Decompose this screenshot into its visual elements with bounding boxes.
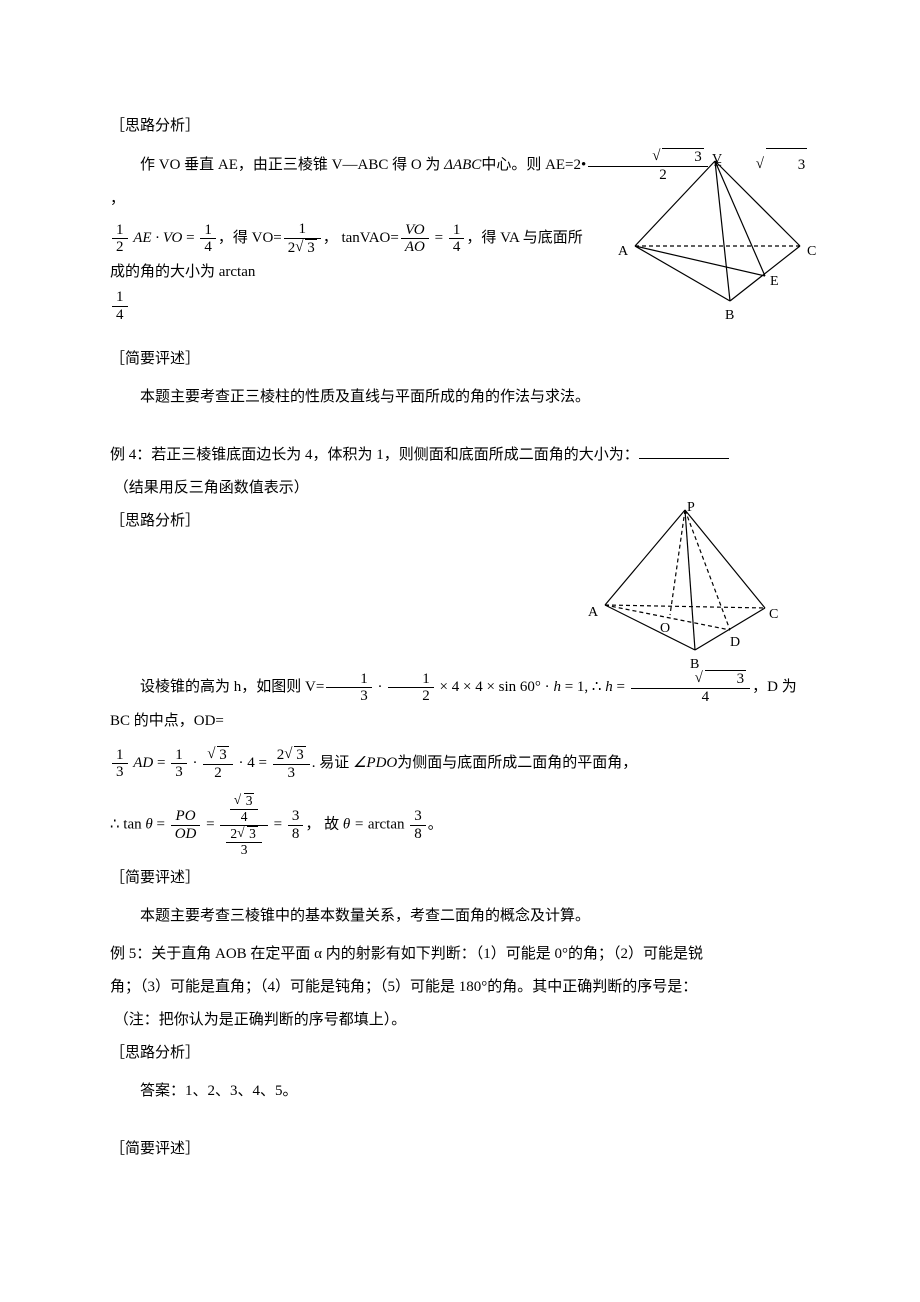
diagram-pabc-svg xyxy=(570,500,800,660)
label-O2: O xyxy=(660,614,670,645)
review-text-1: 本题主要考查正三棱柱的性质及直线与平面所成的角的作法与求法。 xyxy=(110,381,810,414)
ex5-review-title: ［简要评述］ xyxy=(110,1133,810,1166)
text-seg: ， tanVAO= xyxy=(323,230,399,246)
eq-sign: = xyxy=(206,817,218,833)
frac-po-od: POOD xyxy=(171,808,201,842)
text-seg: 。 xyxy=(428,817,443,833)
frac-3-8: 38 xyxy=(288,808,304,842)
label-D2: D xyxy=(730,628,740,659)
text-seg: ， 故 xyxy=(305,817,339,833)
text-seg: 易证 xyxy=(319,755,353,771)
text-seg: 中心。则 AE=2 xyxy=(481,157,581,173)
text-seg: 得 VO= xyxy=(233,230,282,246)
blank-line xyxy=(639,444,729,459)
eq-sign: = xyxy=(186,230,198,246)
eq-sign: = xyxy=(157,755,169,771)
text-seg: 设棱锥的高为 h，如图则 V= xyxy=(140,679,324,695)
frac-quarter-b: 14 xyxy=(449,222,465,256)
review-title-1: ［简要评述］ xyxy=(110,343,810,376)
label-B: B xyxy=(725,301,734,332)
frac-vo: 123 xyxy=(284,221,321,256)
frac-s3-4: 34 xyxy=(631,670,751,705)
comma: ， xyxy=(218,230,233,246)
ex4-line2: 13 AD = 13 · 32 · 4 = 233. 易证 ∠PDO为侧面与底面… xyxy=(110,746,810,781)
diagram-vabc: V A C B E xyxy=(600,151,830,331)
frac-1-3-c: 13 xyxy=(171,747,187,781)
analysis-body-1: 作 VO 垂直 AE，由正三棱锥 V—ABC 得 O 为 ΔABC中心。则 AE… xyxy=(110,148,810,323)
theta-arctan: θ = arctan xyxy=(343,817,408,833)
var-ad: AD xyxy=(133,755,153,771)
ex4-line1: 设棱锥的高为 h，如图则 V=13 · 12 × 4 × 4 × sin 60°… xyxy=(110,670,810,738)
ex4-line3: ∴ tan θ = POOD = 34 233 = 38， 故 θ = arct… xyxy=(110,793,810,857)
ex5-line3-text: （注：把你认为是正确判断的序号都填上）。 xyxy=(114,1012,407,1028)
frac-1-3-a: 13 xyxy=(326,671,372,705)
ex5-line2: 角；（3）可能是直角；（4）可能是钝角；（5）可能是 180°的角。其中正确判断… xyxy=(110,971,810,1004)
angle-pdo: ∠PDO xyxy=(353,755,397,771)
math-delta-abc: ΔABC xyxy=(444,157,481,173)
frac-1-2-a: 12 xyxy=(388,671,434,705)
frac-vo-ao: VOAO xyxy=(401,222,429,256)
review-title-2: ［简要评述］ xyxy=(110,862,810,895)
text-44sin: × 4 × 4 × sin 60° · h = 1, ∴ h = xyxy=(436,679,629,695)
frac-1-3-b: 13 xyxy=(112,747,128,781)
math-dot: • xyxy=(581,157,586,173)
diagram-container-1: 12 AE · VO = 14，得 VO=123， tanVAO=VOAO = … xyxy=(110,221,810,323)
review-text-2: 本题主要考查三棱锥中的基本数量关系，考查二面角的概念及计算。 xyxy=(110,900,810,933)
frac-quarter-tail: 14 xyxy=(112,289,128,323)
frac-compound: 34 233 xyxy=(220,793,268,857)
ex4-title: 例 4：若正三棱锥底面边长为 4，体积为 1，则侧面和底面所成二面角的大小为： xyxy=(110,439,810,472)
text-seg: 作 VO 垂直 AE，由正三棱锥 V—ABC 得 O 为 xyxy=(140,157,444,173)
comma: ， xyxy=(110,191,125,207)
label-C2: C xyxy=(769,600,778,631)
label-A: A xyxy=(618,237,628,268)
eq-sign: = xyxy=(274,817,286,833)
dot4eq: · 4 = xyxy=(238,755,270,771)
ex5-line1: 例 5：关于直角 AOB 在定平面 α 内的射影有如下判断：（1）可能是 0°的… xyxy=(110,938,810,971)
frac-2s3-3: 233 xyxy=(273,746,310,781)
diagram-container-2: ［思路分析］ P A C B O D xyxy=(110,505,810,665)
diagram-pabc: P A C B O D xyxy=(570,500,800,665)
label-P: P xyxy=(687,493,695,524)
ex5-answer: 答案：1、2、3、4、5。 xyxy=(110,1075,810,1108)
var-aevo: AE · VO xyxy=(133,230,182,246)
frac-half-a: 12 xyxy=(112,222,128,256)
frac-3-8-b: 38 xyxy=(410,808,426,842)
label-A2: A xyxy=(588,598,598,629)
frac-quarter-a: 14 xyxy=(200,222,216,256)
ex5-analysis-title: ［思路分析］ xyxy=(110,1037,810,1070)
label-V: V xyxy=(712,145,722,176)
dot: · xyxy=(374,679,387,695)
label-C: C xyxy=(807,237,816,268)
analysis-title-1: ［思路分析］ xyxy=(110,110,810,143)
dot: · xyxy=(192,755,201,771)
frac-s3-2: 32 xyxy=(203,746,233,781)
text-seg: 为侧面与底面所成二面角的平面角， xyxy=(397,755,637,771)
eq-sign: = xyxy=(431,230,447,246)
ex4-title-text: 例 4：若正三棱锥底面边长为 4，体积为 1，则侧面和底面所成二面角的大小为： xyxy=(110,447,639,463)
ex4-note-text: （结果用反三角函数值表示） xyxy=(114,480,309,496)
ex5-line3: （注：把你认为是正确判断的序号都填上）。 xyxy=(110,1004,810,1037)
label-E: E xyxy=(770,267,779,298)
therefore: ∴ tan θ = xyxy=(110,817,169,833)
